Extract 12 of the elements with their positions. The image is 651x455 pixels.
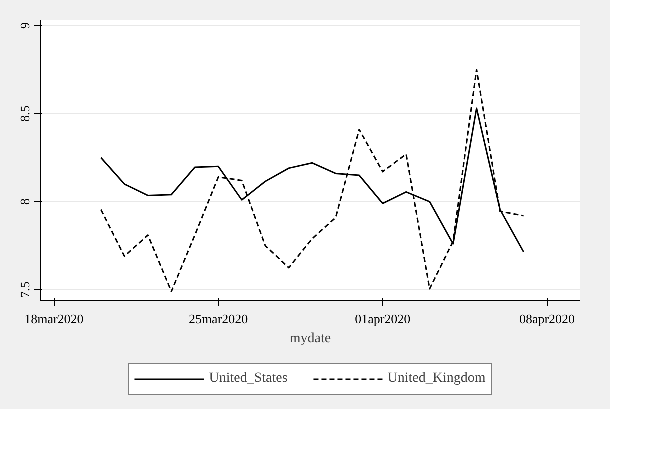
- y-tick-label: 9: [18, 22, 32, 30]
- x-tick-label: 25mar2020: [188, 312, 248, 326]
- legend-label: United_States: [209, 371, 288, 387]
- y-tick-label: 8.5: [18, 106, 32, 122]
- x-tick-label: 08apr2020: [519, 312, 576, 326]
- y-tick-label: 8: [18, 198, 32, 206]
- y-tick-label: 7.5: [18, 282, 32, 298]
- x-axis-title: mydate: [290, 332, 332, 346]
- x-tick-label: 18mar2020: [24, 312, 84, 326]
- x-tick-label: 01apr2020: [355, 312, 411, 326]
- legend-label: United_Kingdom: [388, 371, 486, 387]
- line-series: [100, 69, 525, 292]
